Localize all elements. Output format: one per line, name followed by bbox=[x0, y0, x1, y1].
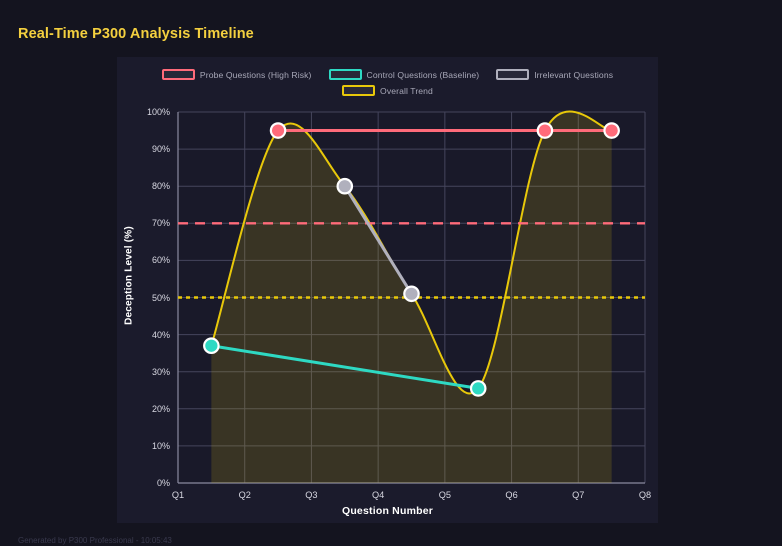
legend-swatch-probe bbox=[161, 69, 195, 80]
footer-note: Generated by P300 Professional - 10:05:4… bbox=[18, 536, 172, 545]
data-point-probe-questions-high-risk[interactable] bbox=[269, 122, 287, 139]
y-tick-label: 40% bbox=[151, 329, 170, 340]
y-tick-label: 60% bbox=[151, 255, 170, 266]
data-point-probe-questions-high-risk[interactable] bbox=[603, 122, 620, 139]
legend-row-primary: Probe Questions (High Risk) Control Ques… bbox=[161, 69, 613, 80]
plot-svg bbox=[177, 110, 646, 484]
legend-item-control[interactable]: Control Questions (Baseline) bbox=[328, 69, 480, 80]
legend-label-irrelevant: Irrelevant Questions bbox=[534, 69, 614, 80]
series-line-irrelevant-questions bbox=[343, 184, 413, 296]
page-title: Real-Time P300 Analysis Timeline bbox=[18, 26, 254, 42]
chart-panel: Probe Questions (High Risk) Control Ques… bbox=[117, 57, 658, 523]
x-tick-label: Q5 bbox=[438, 490, 451, 500]
series-line-control-questions-baseline bbox=[209, 344, 480, 390]
x-tick-label: Q1 bbox=[171, 490, 185, 500]
y-tick-label: 50% bbox=[151, 292, 170, 303]
legend-label-trend: Overall Trend bbox=[380, 85, 433, 96]
legend-item-trend[interactable]: Overall Trend bbox=[342, 85, 433, 96]
legend-label-control: Control Questions (Baseline) bbox=[366, 69, 480, 80]
y-tick-label: 10% bbox=[151, 440, 170, 451]
x-tick-label: Q6 bbox=[505, 490, 518, 500]
x-tick-label: Q2 bbox=[238, 490, 251, 500]
y-tick-label: 20% bbox=[151, 403, 170, 414]
y-tick-label: 30% bbox=[151, 366, 170, 377]
data-point-control-questions-baseline[interactable] bbox=[203, 337, 220, 355]
chart-legend: Probe Questions (High Risk) Control Ques… bbox=[117, 69, 658, 96]
y-tick-label: 70% bbox=[151, 218, 170, 229]
x-tick-label: Q4 bbox=[372, 490, 385, 500]
x-tick-label: Q8 bbox=[638, 490, 652, 500]
y-tick-label: 90% bbox=[151, 144, 170, 155]
x-tick-label: Q3 bbox=[305, 490, 318, 500]
data-point-control-questions-baseline[interactable] bbox=[469, 380, 487, 397]
data-point-irrelevant-questions[interactable] bbox=[336, 177, 354, 195]
legend-item-irrelevant[interactable]: Irrelevant Questions bbox=[496, 69, 613, 80]
legend-swatch-control bbox=[328, 69, 362, 80]
legend-row-secondary: Overall Trend bbox=[342, 85, 433, 96]
y-tick-label: 0% bbox=[156, 478, 170, 488]
plot-area: Deception Level (%) Question Number 0% 10… bbox=[117, 57, 658, 523]
data-point-probe-questions-high-risk[interactable] bbox=[536, 122, 554, 139]
data-point-irrelevant-questions[interactable] bbox=[403, 285, 420, 303]
y-tick-label: 100% bbox=[146, 107, 170, 117]
y-axis-title: Deception Level (%) bbox=[123, 226, 135, 325]
legend-label-probe: Probe Questions (High Risk) bbox=[199, 69, 312, 80]
x-axis-title: Question Number bbox=[341, 505, 434, 517]
legend-swatch-irrelevant bbox=[496, 69, 530, 80]
x-tick-label: Q7 bbox=[572, 490, 585, 500]
legend-swatch-trend bbox=[342, 85, 376, 96]
y-tick-label: 80% bbox=[151, 181, 170, 192]
legend-item-probe[interactable]: Probe Questions (High Risk) bbox=[161, 69, 312, 80]
